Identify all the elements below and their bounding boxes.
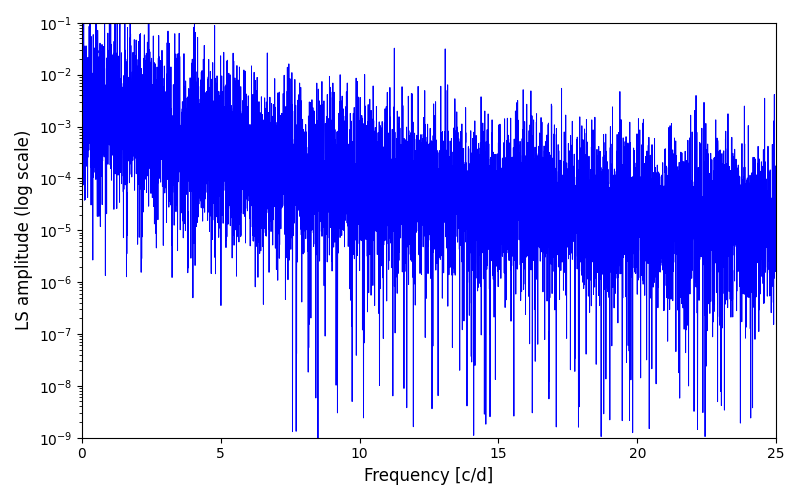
X-axis label: Frequency [c/d]: Frequency [c/d]	[364, 467, 494, 485]
Y-axis label: LS amplitude (log scale): LS amplitude (log scale)	[15, 130, 33, 330]
